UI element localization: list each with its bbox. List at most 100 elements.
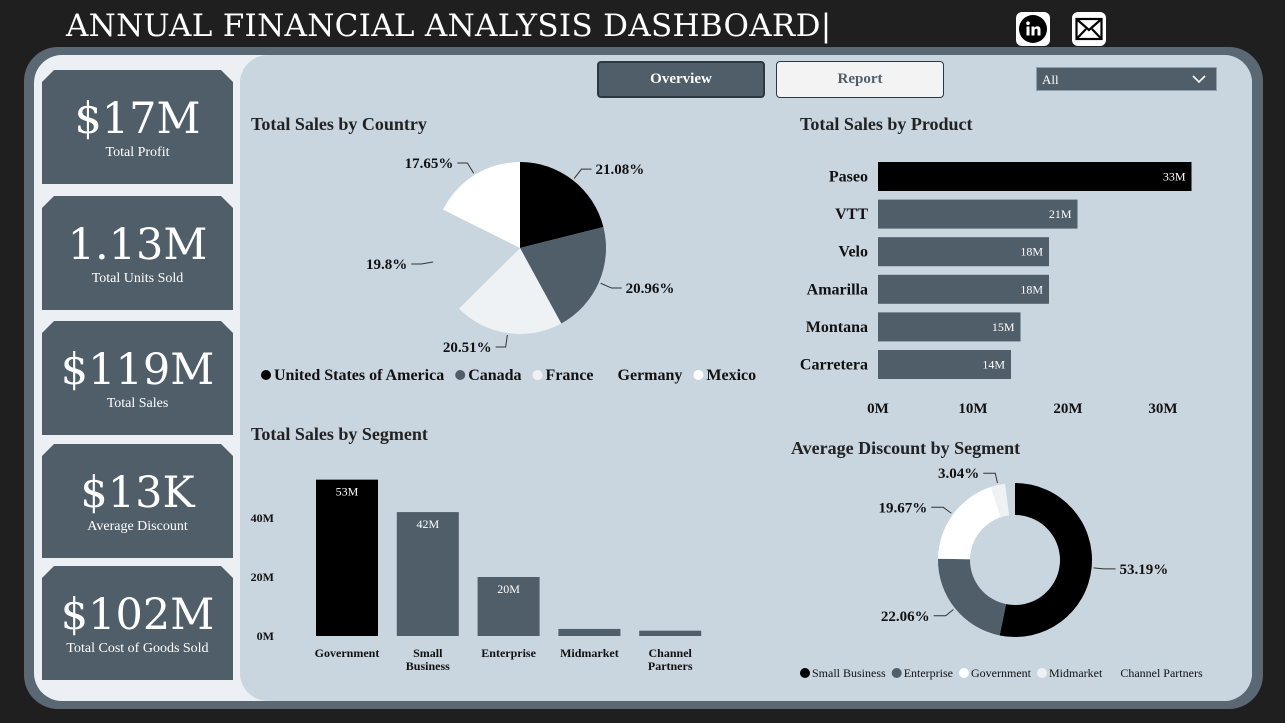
legend-label: Channel Partners xyxy=(1120,666,1203,680)
kpi-label: Total Cost of Goods Sold xyxy=(66,641,209,656)
product-x-tick-label: 20M xyxy=(1053,401,1082,417)
segment-category-label: Government xyxy=(315,646,380,660)
kpi-card-average-discount: $13K Average Discount xyxy=(42,444,233,558)
legend-marker xyxy=(891,668,902,678)
kpi-card-total-sales: $119M Total Sales xyxy=(42,321,233,435)
segment-category-label: Business xyxy=(406,659,450,673)
product-category-label: VTT xyxy=(835,206,868,223)
pie-leader-line xyxy=(573,168,592,179)
pie-slice xyxy=(458,248,562,334)
legend-label: Germany xyxy=(618,367,683,384)
product-bar xyxy=(878,312,1021,342)
pie-slice xyxy=(434,209,520,309)
dashboard-title: ANNUAL FINANCIAL ANALYSIS DASHBOARD| xyxy=(66,8,832,44)
linkedin-icon xyxy=(1019,15,1047,43)
pie-slice xyxy=(443,162,520,248)
donut-slice xyxy=(999,483,1093,638)
pie-data-label: 20.96% xyxy=(626,281,675,297)
pie-data-label: 19.8% xyxy=(366,257,407,273)
kpi-card-total-cogs: $102M Total Cost of Goods Sold xyxy=(42,566,233,680)
product-value-label: 33M xyxy=(1163,170,1186,184)
pie-leader-line xyxy=(495,335,508,348)
segment-y-tick-label: 40M xyxy=(251,511,274,525)
donut-leader-line xyxy=(931,506,952,514)
segment-bar xyxy=(558,628,621,636)
donut-leader-line xyxy=(1093,567,1116,570)
legend-marker xyxy=(604,370,615,380)
pie-leader-line xyxy=(457,162,475,174)
kpi-value: $102M xyxy=(60,590,215,640)
legend-label: Government xyxy=(971,666,1032,680)
legend-label: Small Business xyxy=(812,666,886,680)
filter-selected-value: All xyxy=(1042,72,1059,87)
kpi-value: 1.13M xyxy=(67,220,208,270)
donut-leader-line xyxy=(933,609,954,617)
product-bar xyxy=(878,274,1049,304)
chart-title-country: Total Sales by Country xyxy=(251,114,427,134)
kpi-value: $119M xyxy=(60,345,215,395)
tab-report[interactable]: Report xyxy=(776,61,944,98)
mail-icon xyxy=(1075,17,1103,41)
tab-overview[interactable]: Overview xyxy=(597,61,765,98)
product-value-label: 15M xyxy=(992,320,1015,334)
segment-bar xyxy=(639,630,702,636)
donut-data-label: 22.06% xyxy=(881,609,930,625)
segment-bar xyxy=(477,577,540,636)
product-value-label: 14M xyxy=(982,358,1005,372)
kpi-card-total-units-sold: 1.13M Total Units Sold xyxy=(42,196,233,310)
product-category-label: Paseo xyxy=(829,169,868,186)
pie-leader-line xyxy=(411,261,434,265)
product-category-label: Amarilla xyxy=(807,281,868,298)
segment-category-label: Channel xyxy=(649,646,693,660)
legend-marker xyxy=(693,370,704,380)
mail-button[interactable] xyxy=(1072,12,1106,46)
segment-bar xyxy=(396,512,459,636)
linkedin-button[interactable] xyxy=(1016,12,1050,46)
kpi-label: Total Profit xyxy=(105,145,170,160)
kpi-label: Total Sales xyxy=(106,396,169,411)
legend-marker xyxy=(1108,668,1119,678)
segment-category-label: Midmarket xyxy=(560,646,619,660)
product-x-tick-label: 30M xyxy=(1148,401,1177,417)
chart-title-segment: Total Sales by Segment xyxy=(251,424,428,444)
legend-marker xyxy=(261,370,271,380)
legend-marker xyxy=(455,370,466,380)
legend-label: Enterprise xyxy=(904,666,953,680)
segment-value-label: 53M xyxy=(336,485,359,499)
legend-label: France xyxy=(546,367,594,384)
chart-title-discount: Average Discount by Segment xyxy=(791,438,1021,458)
product-category-label: Velo xyxy=(838,244,868,261)
product-value-label: 18M xyxy=(1020,245,1043,259)
donut-data-label: 19.67% xyxy=(879,500,928,516)
legend-marker xyxy=(1036,668,1047,678)
segment-category-label: Partners xyxy=(648,659,693,673)
kpi-label: Average Discount xyxy=(87,519,188,534)
segment-value-label: 42M xyxy=(416,517,439,531)
donut-slice xyxy=(1005,483,1015,516)
pie-slice xyxy=(520,227,606,324)
donut-slice xyxy=(990,483,1010,518)
pie-data-label: 21.08% xyxy=(595,162,644,178)
segment-bar xyxy=(316,479,378,636)
donut-leader-line xyxy=(983,472,998,484)
filter-dropdown[interactable]: All xyxy=(1036,67,1217,91)
legend-marker xyxy=(532,370,543,380)
legend-marker xyxy=(800,668,810,678)
legend-label: Midmarket xyxy=(1049,666,1103,680)
donut-slice xyxy=(938,558,1007,636)
product-x-tick-label: 10M xyxy=(958,401,987,417)
pie-data-label: 17.65% xyxy=(405,156,454,172)
legend-marker xyxy=(959,668,969,678)
segment-value-label: 20M xyxy=(497,582,520,596)
product-value-label: 21M xyxy=(1049,207,1072,221)
product-bar xyxy=(878,237,1049,267)
kpi-value: $17M xyxy=(74,94,201,144)
legend-label: Canada xyxy=(468,367,521,384)
kpi-card-total-profit: $17M Total Profit xyxy=(42,70,233,184)
donut-slice xyxy=(938,486,1001,560)
kpi-value: $13K xyxy=(80,468,195,518)
donut-data-label: 53.19% xyxy=(1120,562,1169,578)
segment-category-label: Small xyxy=(413,646,443,660)
pie-slice xyxy=(520,162,604,248)
